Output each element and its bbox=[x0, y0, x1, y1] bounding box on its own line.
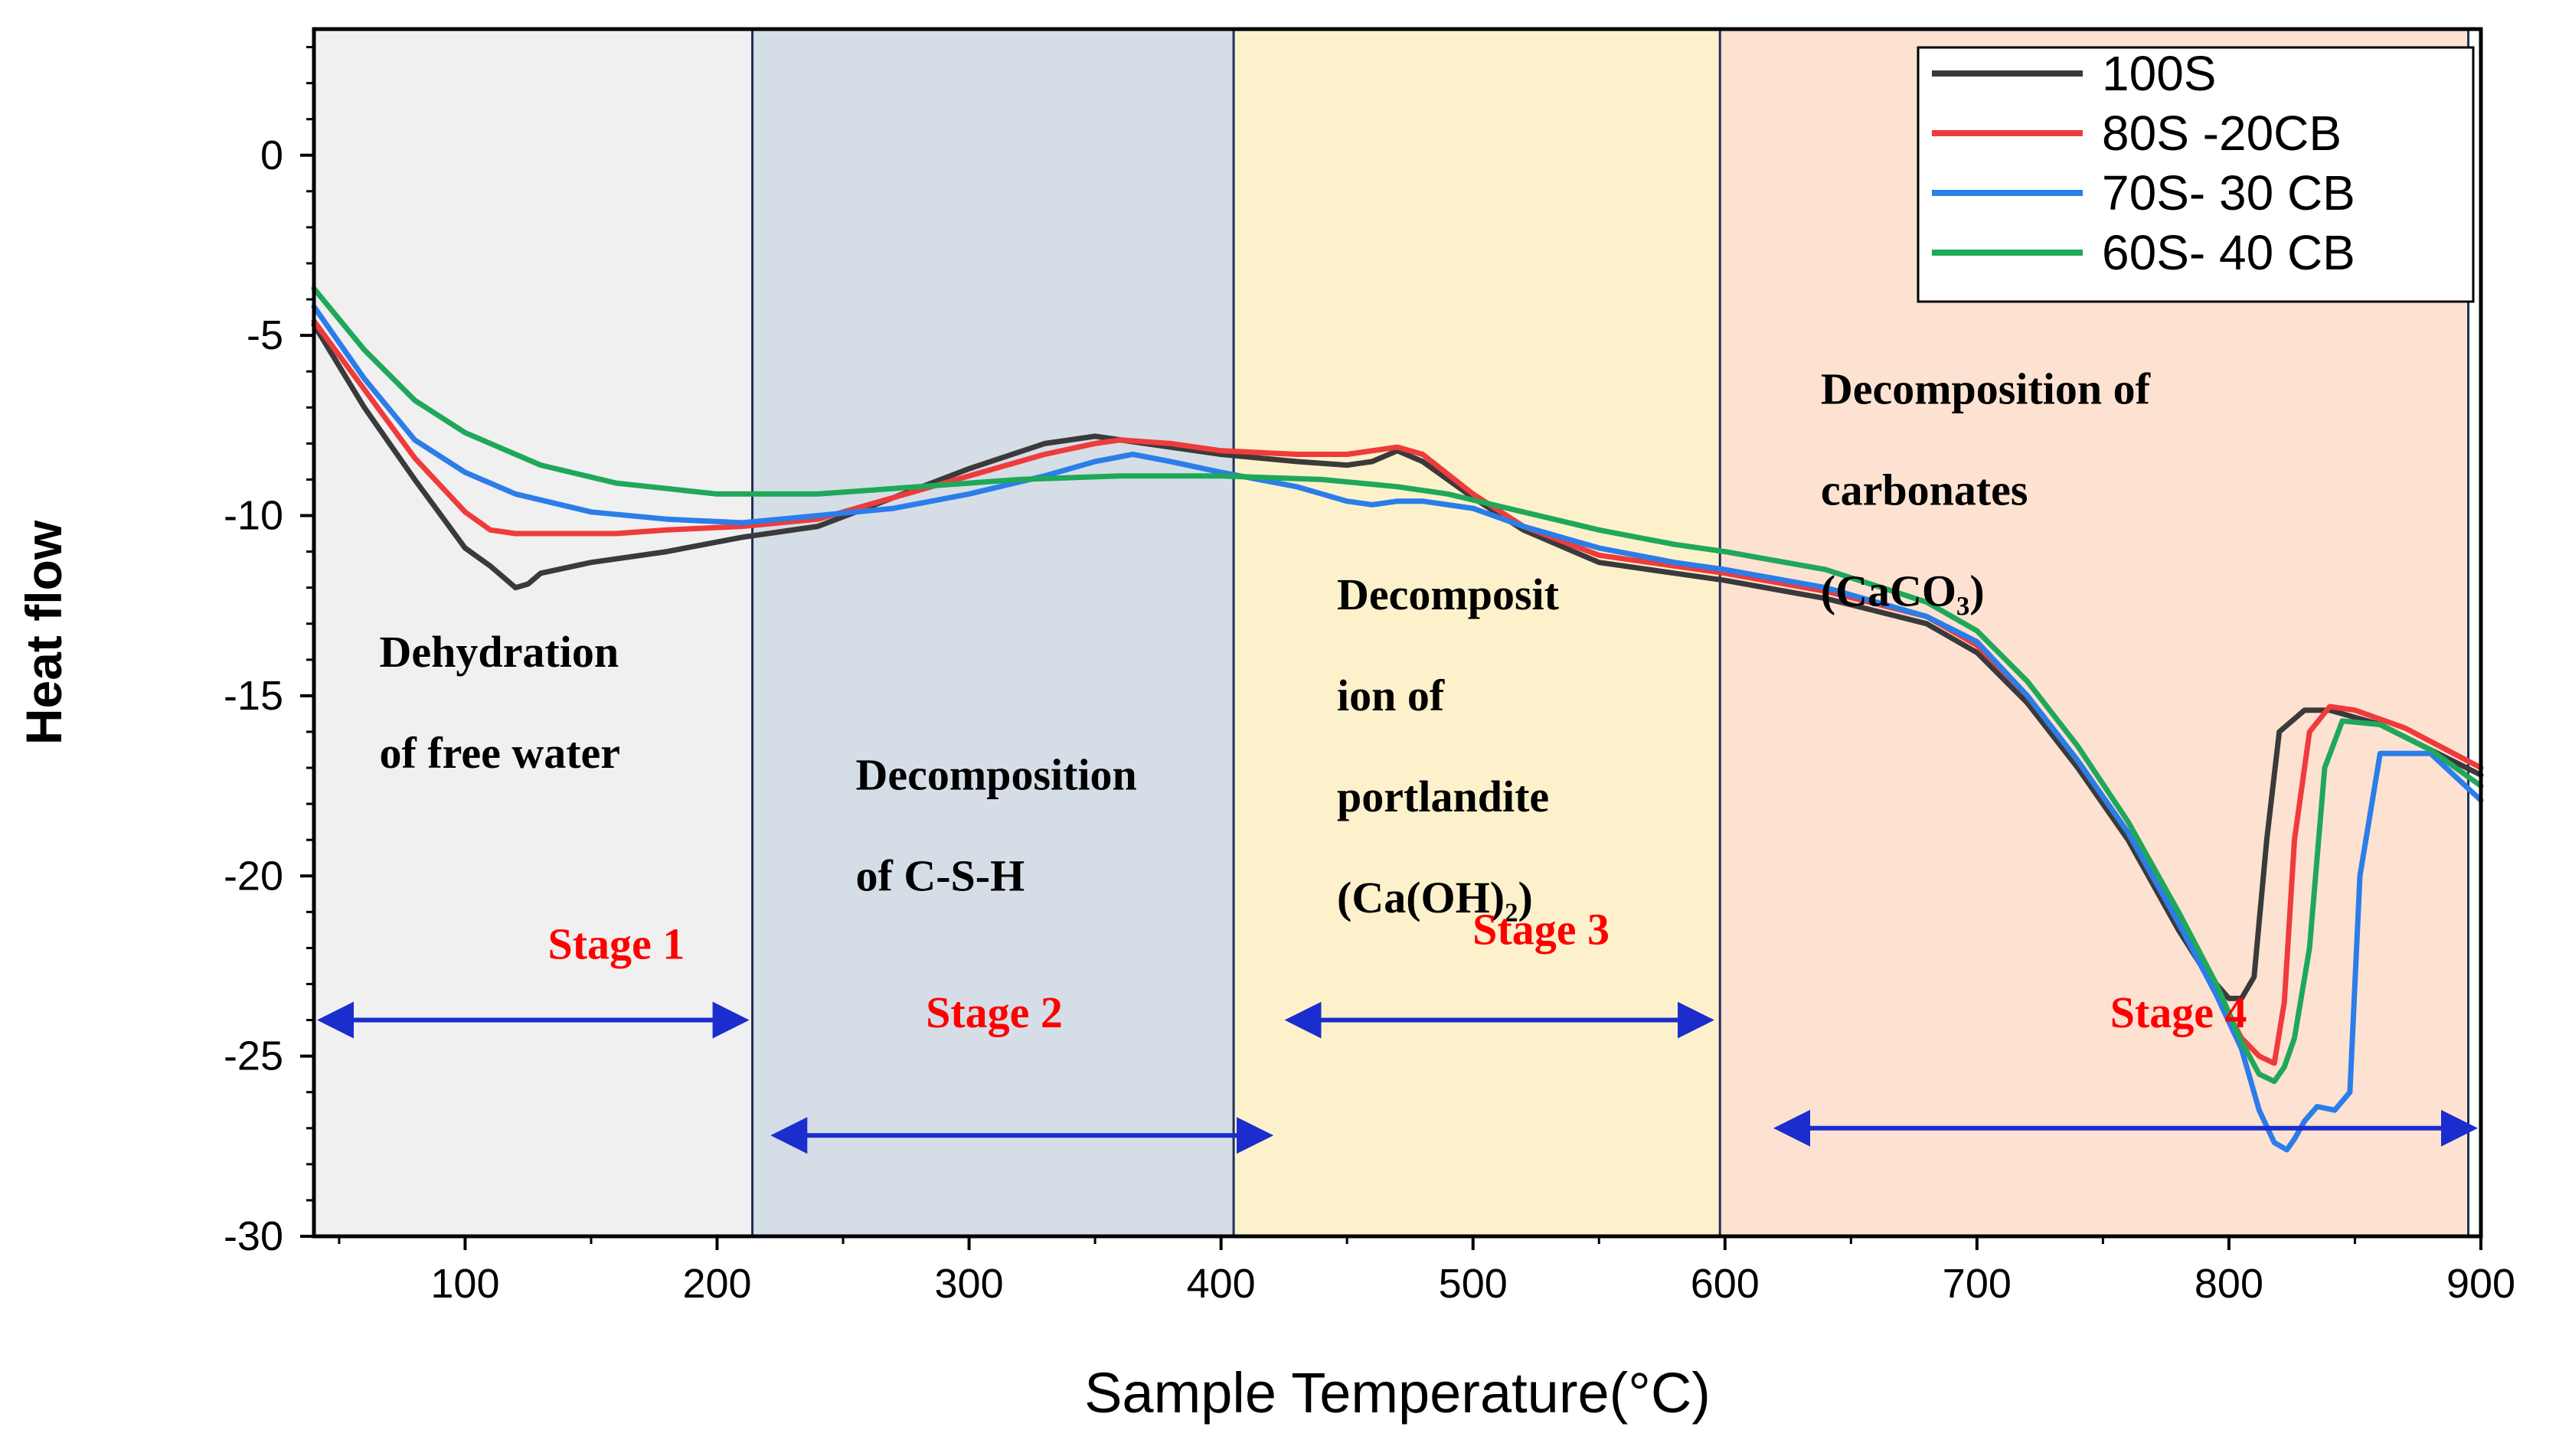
y-axis-title: Heat flow bbox=[15, 520, 72, 745]
annotation-2-line-2: of C-S-H bbox=[856, 850, 1025, 900]
legend-label-1: 100S bbox=[2102, 46, 2216, 101]
y-tick-label: 0 bbox=[260, 132, 283, 178]
annotation-3-line-2: ion of bbox=[1337, 671, 1445, 720]
stage-label-1: Stage 1 bbox=[547, 919, 685, 969]
annotations: Dehydration of free water Decomposition of … bbox=[380, 364, 2151, 922]
y-tick-label: -5 bbox=[247, 312, 283, 358]
x-tick-label: 900 bbox=[2446, 1261, 2515, 1307]
stage-label-3: Stage 3 bbox=[1472, 905, 1610, 955]
annotation-4-line-3: (CaCO₃) bbox=[1821, 566, 1985, 616]
x-tick-label: 200 bbox=[682, 1261, 751, 1307]
stage-labels: Stage 1 Stage 2 Stage 3 Stage 4 bbox=[317, 905, 2478, 1154]
annotation-1-line-1: Dehydration bbox=[380, 627, 619, 677]
series-line-1 bbox=[311, 322, 2484, 1001]
stage-region-3 bbox=[1234, 29, 1721, 1236]
x-tick-label: 500 bbox=[1439, 1261, 1508, 1307]
annotation-2-line-1: Decomposition bbox=[856, 749, 1137, 799]
legend-box bbox=[1917, 46, 2475, 303]
x-tick-label: 100 bbox=[430, 1261, 499, 1307]
annotation-3-line-1: Decomposit bbox=[1337, 570, 1560, 619]
x-axis-title: Sample Temperature(°C) bbox=[1084, 1361, 1711, 1425]
x-tick-label: 400 bbox=[1187, 1261, 1256, 1307]
axes: 100 200 300 400 500 600 700 800 900 0 -5 -10 -15 -20 -… bbox=[224, 27, 2515, 1307]
x-tick-label: 800 bbox=[2195, 1261, 2263, 1307]
y-tick-label: -25 bbox=[224, 1033, 283, 1079]
legend-label-3: 70S- 30 CB bbox=[2102, 165, 2355, 220]
y-tick-label: -15 bbox=[224, 673, 283, 719]
series-line-4 bbox=[311, 286, 2484, 1085]
y-tick-label: -20 bbox=[224, 853, 283, 899]
y-tick-label: -30 bbox=[224, 1213, 283, 1259]
y-tick-label: -10 bbox=[224, 493, 283, 539]
annotation-3-line-4: (Ca(OH)₂) bbox=[1337, 873, 1533, 922]
annotation-1-line-2: of free water bbox=[380, 728, 620, 778]
stage-label-4: Stage 4 bbox=[2110, 988, 2247, 1037]
stage-region-2 bbox=[752, 29, 1234, 1236]
annotation-3-line-3: portlandite bbox=[1337, 772, 1549, 821]
plot-frame bbox=[312, 27, 2483, 1239]
x-tick-label: 600 bbox=[1691, 1261, 1760, 1307]
legend-label-4: 60S- 40 CB bbox=[2102, 225, 2355, 280]
annotation-4-line-2: carbonates bbox=[1821, 465, 2028, 515]
series-line-2 bbox=[311, 318, 2484, 1066]
annotation-4-line-1: Decomposition of bbox=[1821, 364, 2151, 414]
x-tick-label: 700 bbox=[1943, 1261, 2012, 1307]
stage-label-2: Stage 2 bbox=[926, 988, 1063, 1037]
x-tick-label: 300 bbox=[935, 1261, 1004, 1307]
legend-label-2: 80S -20CB bbox=[2102, 106, 2342, 161]
